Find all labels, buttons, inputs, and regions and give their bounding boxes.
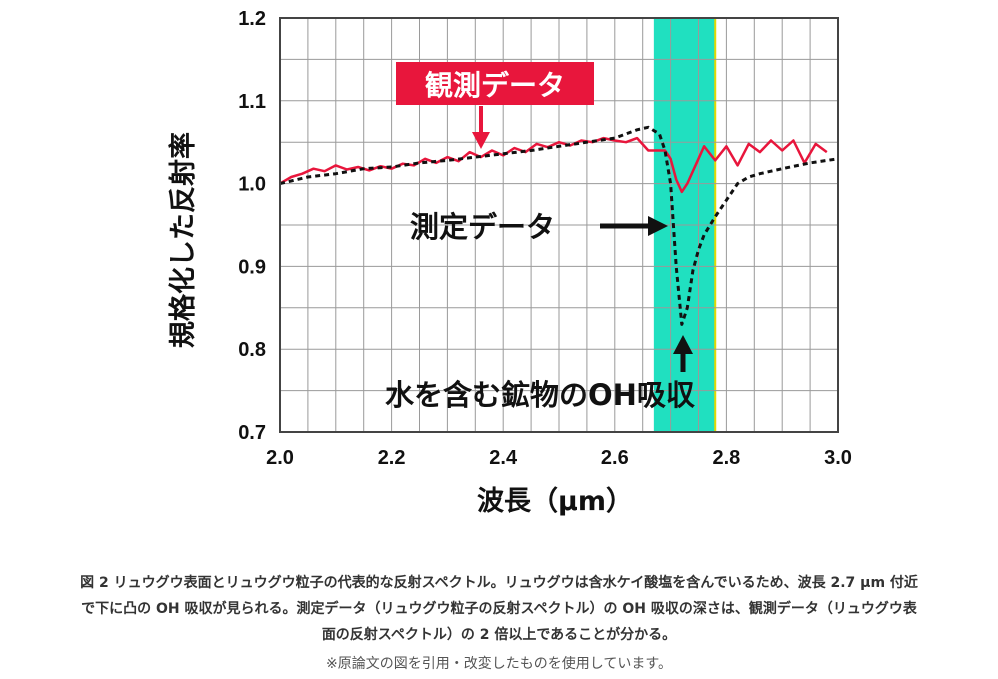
series-layer (279, 125, 839, 326)
x-axis-title: 波長（μm） (477, 486, 633, 517)
series-measured-line (279, 125, 839, 326)
caption-line-3: 面の反射スペクトル）の 2 倍以上であることが分かる。 (321, 627, 677, 643)
observed-label-box (396, 62, 594, 105)
x-tick-label: 2.0 (266, 447, 294, 469)
oh-arrowhead (673, 335, 693, 354)
citation-note: ※原論文の図を引用・改変したものを使用しています。 (326, 656, 672, 672)
y-tick-label: 1.0 (238, 174, 266, 196)
x-tick-label: 2.6 (601, 447, 629, 469)
figure-caption: 図 2 リュウグウ表面とリュウグウ粒子の代表的な反射スペクトル。リュウグウは含水… (0, 570, 998, 648)
y-tick-label: 1.1 (238, 91, 266, 113)
observed-arrowhead (472, 132, 490, 149)
x-tick-label: 2.2 (378, 447, 406, 469)
plot-frame (279, 17, 839, 433)
y-tick-label: 0.7 (238, 422, 266, 444)
measured-arrowhead (648, 216, 668, 236)
y-tick-label: 1.2 (238, 8, 266, 30)
reflectance-chart: 2.0 2.2 2.4 2.6 2.8 3.0 0.7 0.8 0.9 1.0 1.1 1.2 波長… (167, 8, 852, 517)
oh-absorption-label: 水を含む鉱物のOH吸収 (385, 378, 696, 412)
measured-label: 測定データ (410, 210, 555, 244)
plot-border (279, 17, 839, 433)
caption-line-2: で下に凸の OH 吸収が見られる。測定データ（リュウグウ粒子の反射スペクトル）の… (81, 601, 917, 617)
x-tick-label: 3.0 (824, 447, 852, 469)
y-tick-label: 0.9 (238, 256, 266, 278)
x-tick-label: 2.4 (489, 447, 518, 469)
y-tick-labels: 0.7 0.8 0.9 1.0 1.1 1.2 (238, 8, 266, 444)
y-axis-title: 規格化した反射率 (167, 132, 199, 348)
x-tick-labels: 2.0 2.2 2.4 2.6 2.8 3.0 (266, 447, 852, 469)
x-tick-label: 2.8 (712, 447, 740, 469)
y-tick-label: 0.8 (238, 339, 266, 361)
observed-label: 観測データ (425, 69, 565, 102)
caption-line-1: 図 2 リュウグウ表面とリュウグウ粒子の代表的な反射スペクトル。リュウグウは含水… (80, 575, 918, 591)
